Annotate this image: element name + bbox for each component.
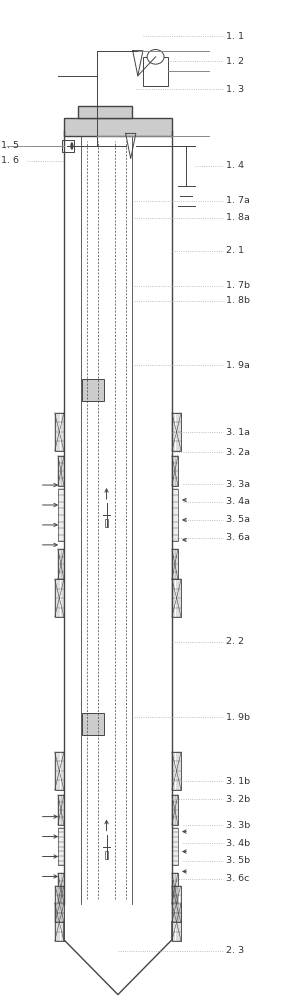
Text: 2. 3: 2. 3 — [226, 946, 244, 955]
Text: 3. 2b: 3. 2b — [226, 795, 250, 804]
Bar — [64, 118, 172, 136]
Text: 3. 4a: 3. 4a — [226, 497, 250, 506]
Text: 1. 7a: 1. 7a — [226, 196, 250, 205]
Bar — [58, 873, 64, 903]
Bar — [58, 828, 64, 865]
Bar — [82, 379, 104, 401]
Bar — [105, 519, 108, 527]
Text: 2. 2: 2. 2 — [226, 637, 244, 646]
Text: 1. 3: 1. 3 — [226, 85, 244, 94]
Text: 3. 6c: 3. 6c — [226, 874, 249, 883]
Bar — [172, 828, 178, 865]
Bar — [172, 579, 181, 617]
Bar — [172, 752, 181, 790]
Bar — [58, 795, 64, 825]
Text: 3. 1b: 3. 1b — [226, 777, 250, 786]
Bar — [55, 903, 64, 941]
Bar — [78, 106, 132, 118]
Bar — [172, 413, 181, 451]
Bar — [55, 886, 64, 922]
Text: 1. 4: 1. 4 — [226, 161, 244, 170]
Text: 1. 8b: 1. 8b — [226, 296, 250, 305]
Text: 1. 9a: 1. 9a — [226, 361, 250, 370]
Bar — [172, 903, 181, 941]
Bar — [58, 489, 64, 541]
Bar — [144, 57, 168, 86]
Text: 1. 9b: 1. 9b — [226, 713, 250, 722]
Text: 1. 5: 1. 5 — [1, 141, 20, 150]
Bar — [172, 456, 178, 486]
Text: 3. 5b: 3. 5b — [226, 856, 250, 865]
Bar — [58, 456, 64, 486]
Bar — [172, 873, 178, 903]
Bar — [55, 579, 64, 617]
Text: 3. 3a: 3. 3a — [226, 480, 250, 489]
Text: 1. 1: 1. 1 — [226, 32, 244, 41]
Bar — [172, 795, 178, 825]
Text: 3. 6a: 3. 6a — [226, 533, 250, 542]
Text: 3. 4b: 3. 4b — [226, 839, 250, 848]
Ellipse shape — [147, 50, 164, 64]
Text: 1. 2: 1. 2 — [226, 57, 244, 66]
Text: 2. 1: 2. 1 — [226, 246, 244, 255]
Text: 1. 7b: 1. 7b — [226, 281, 250, 290]
Bar — [58, 549, 64, 579]
Bar — [172, 489, 178, 541]
Bar — [63, 140, 74, 152]
Text: 3. 3b: 3. 3b — [226, 821, 250, 830]
Text: 3. 5a: 3. 5a — [226, 515, 250, 524]
Bar — [55, 413, 64, 451]
Bar — [82, 713, 104, 735]
Text: 3. 1a: 3. 1a — [226, 428, 250, 437]
Text: 3. 2a: 3. 2a — [226, 448, 250, 457]
Bar — [55, 752, 64, 790]
Bar — [105, 851, 108, 859]
Bar — [172, 886, 181, 922]
Circle shape — [71, 143, 73, 149]
Text: 1. 6: 1. 6 — [1, 156, 20, 165]
Bar — [172, 549, 178, 579]
Text: 1. 8a: 1. 8a — [226, 213, 250, 222]
